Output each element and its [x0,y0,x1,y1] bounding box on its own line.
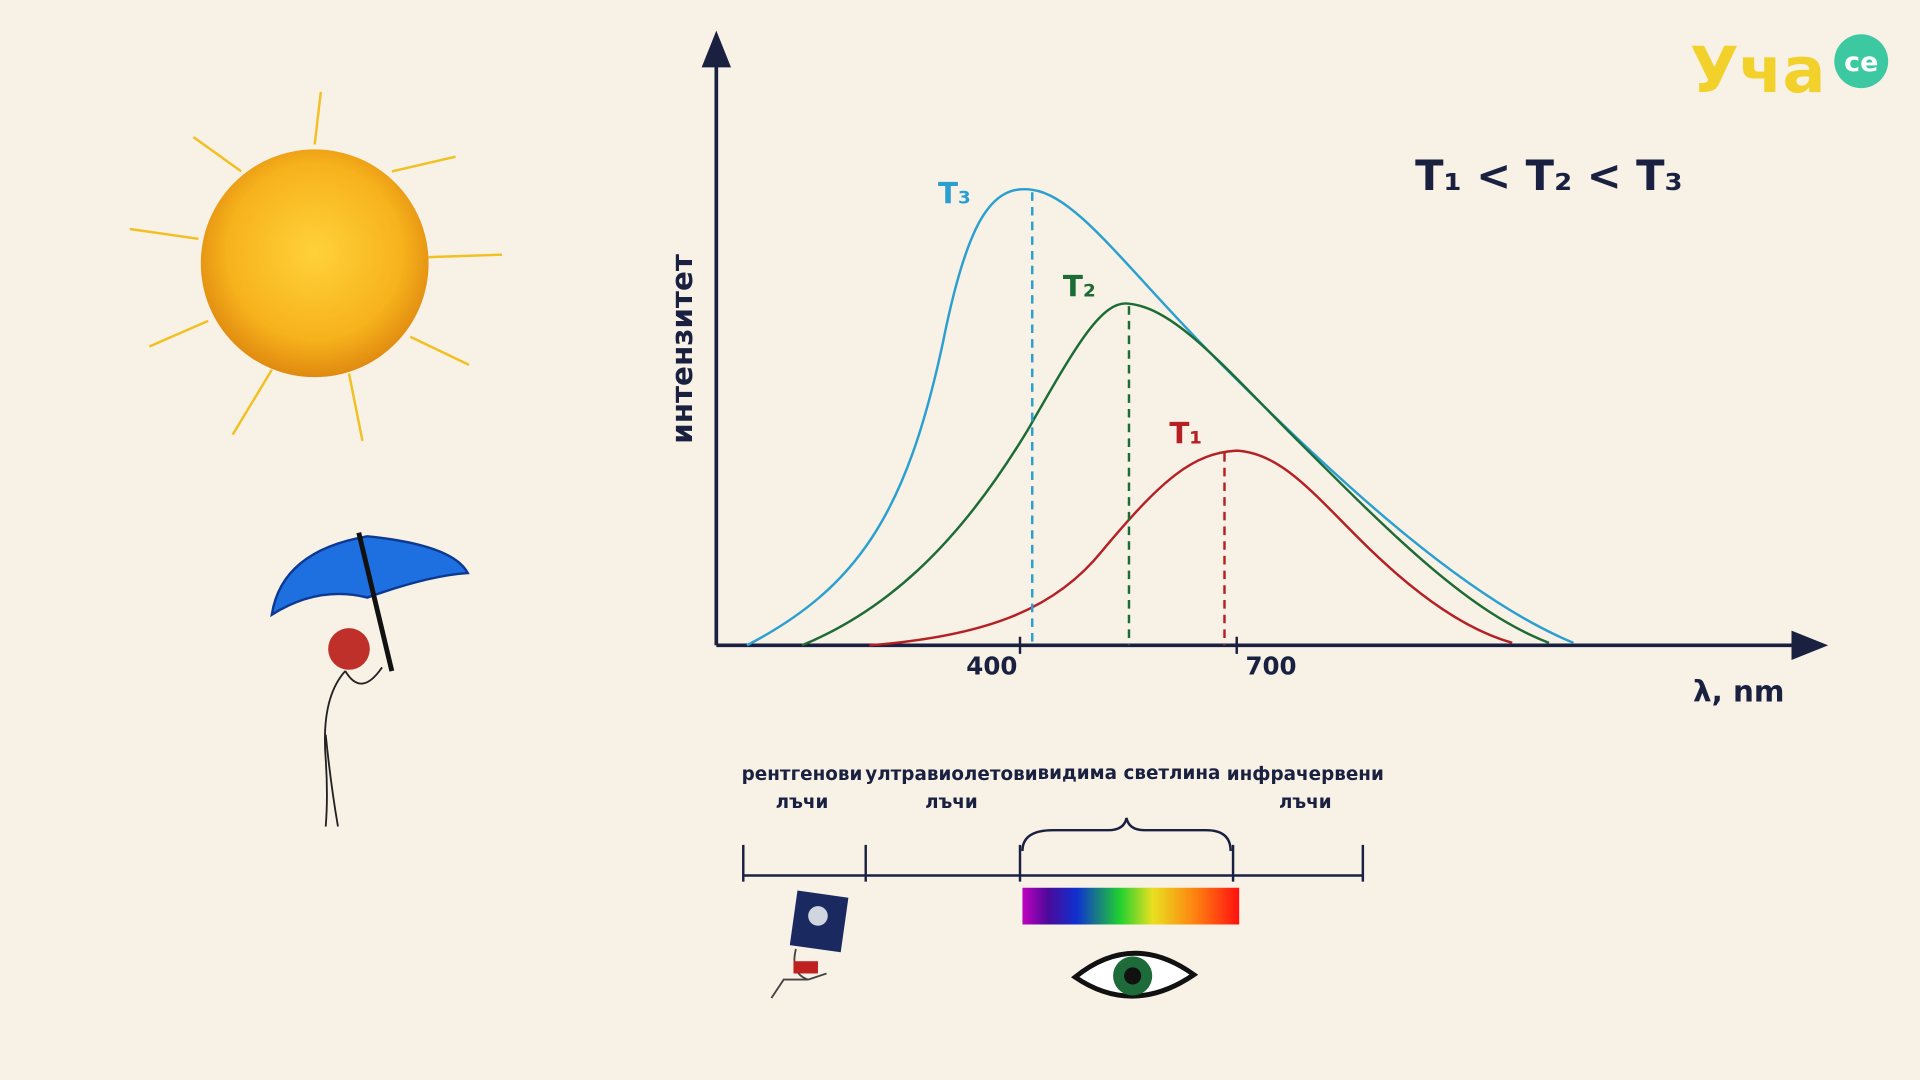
y-axis-label: интензитет [665,254,699,444]
sun [129,91,503,442]
curve-label: T₂ [1063,269,1096,303]
curve-t3 [746,187,1574,647]
tick-label: 700 [1245,652,1296,681]
visible-spectrum [1022,887,1240,925]
graph: 400 700 λ, nm интензитет T₃ T₂ T₁ T₁ < T… [665,30,1829,709]
band-label: ултравиолетови [865,764,1037,785]
logo-main: Уча [1690,34,1826,108]
relation: T₁ < T₂ < T₃ [1415,151,1683,200]
eye [1070,950,1199,999]
person-umbrella [270,532,470,827]
curve-t1 [869,449,1513,647]
band-label: лъчи [925,792,978,813]
curve-t2 [801,302,1550,647]
xray-figure [770,890,849,999]
band-label: видима светлина [1038,763,1221,784]
spectrum: рентгенови лъчи ултравиолетови лъчи види… [742,763,1384,925]
band-label: рентгенови [742,764,863,785]
tick-label: 400 [966,652,1017,681]
logo-bubble [1834,34,1889,89]
logo-badge: се [1844,47,1878,78]
curve-label: T₁ [1169,416,1202,450]
logo: Уча се [1690,34,1889,108]
band-label: лъчи [1279,792,1332,813]
x-axis-label: λ, nm [1693,675,1785,709]
band-label: лъчи [776,792,829,813]
curve-label: T₃ [938,176,971,210]
band-label: инфрачервени [1227,764,1384,785]
